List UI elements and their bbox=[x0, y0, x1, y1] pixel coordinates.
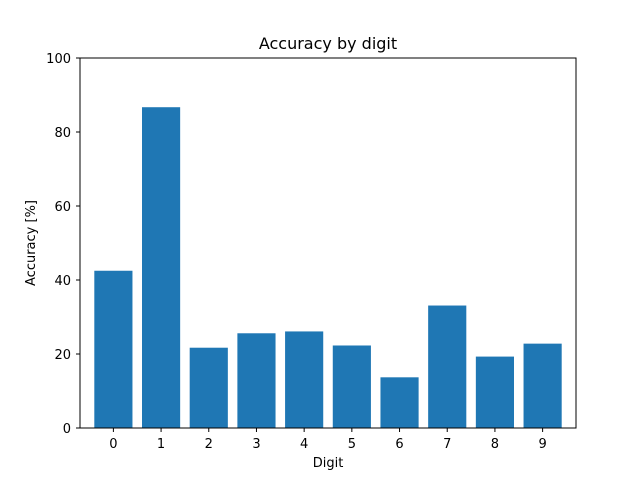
bar-digit-1 bbox=[142, 107, 181, 429]
x-tick-label: 4 bbox=[300, 437, 308, 452]
x-axis-label: Digit bbox=[313, 456, 344, 471]
bar-digit-3 bbox=[237, 333, 276, 428]
x-tick-label: 9 bbox=[538, 437, 546, 452]
bar-digit-4 bbox=[285, 331, 324, 428]
y-tick-label: 40 bbox=[54, 274, 71, 289]
chart-title: Accuracy by digit bbox=[259, 34, 397, 53]
bars-group bbox=[94, 107, 562, 429]
y-axis-label: Accuracy [%] bbox=[24, 200, 39, 286]
bar-digit-2 bbox=[189, 347, 228, 428]
x-tick-label: 1 bbox=[157, 437, 165, 452]
bar-digit-9 bbox=[523, 343, 562, 428]
bar-digit-6 bbox=[380, 377, 419, 428]
plot-frame bbox=[79, 57, 577, 429]
y-tick-label: 100 bbox=[46, 52, 71, 67]
y-tick-label: 20 bbox=[54, 348, 71, 363]
y-tick-label: 60 bbox=[54, 200, 71, 215]
bar-digit-0 bbox=[94, 270, 133, 428]
x-tick-label: 3 bbox=[252, 437, 260, 452]
bar-digit-5 bbox=[332, 345, 371, 428]
y-axis-ticks: 0 20 40 60 80 100 bbox=[46, 52, 80, 437]
x-tick-label: 0 bbox=[109, 437, 117, 452]
x-tick-label: 5 bbox=[348, 437, 356, 452]
y-tick-label: 0 bbox=[63, 422, 71, 437]
x-tick-label: 7 bbox=[443, 437, 451, 452]
x-axis-ticks: 0 1 2 3 4 5 6 7 8 9 bbox=[109, 428, 547, 452]
x-tick-label: 2 bbox=[205, 437, 213, 452]
bar-digit-8 bbox=[475, 356, 514, 428]
x-tick-label: 8 bbox=[491, 437, 499, 452]
x-tick-label: 6 bbox=[395, 437, 403, 452]
y-tick-label: 80 bbox=[54, 126, 71, 141]
bar-digit-7 bbox=[428, 305, 467, 428]
